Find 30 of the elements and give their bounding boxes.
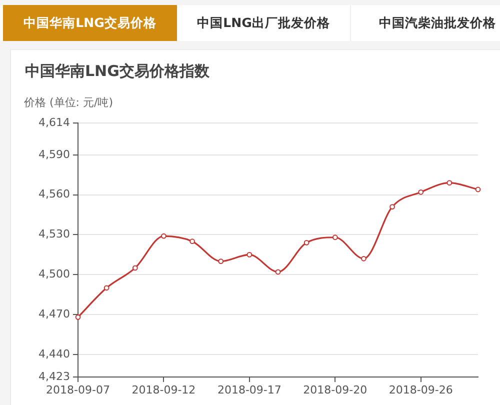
point bbox=[246, 252, 252, 258]
y-tick-label: 4,440 bbox=[38, 347, 70, 360]
point bbox=[446, 180, 452, 186]
y-axis-title: 价格 (单位: 元/吨) bbox=[24, 95, 113, 110]
x-tick-label: 2018-09-12 bbox=[132, 383, 196, 396]
y-tick-label: 4,590 bbox=[38, 148, 70, 161]
point bbox=[390, 204, 395, 210]
y-tick-label: 4,530 bbox=[38, 228, 70, 241]
point bbox=[475, 186, 481, 192]
x-tick-label: 2018-09-07 bbox=[46, 383, 110, 396]
y-tick-label: 4,423 bbox=[38, 370, 70, 383]
point bbox=[132, 265, 138, 271]
point bbox=[275, 269, 281, 275]
y-tick-label: 4,560 bbox=[38, 188, 70, 201]
x-tick-label: 2018-09-26 bbox=[388, 383, 453, 396]
y-tick-label: 4,614 bbox=[38, 116, 70, 129]
x-tick-label: 2018-09-17 bbox=[217, 383, 282, 396]
point bbox=[218, 258, 224, 264]
point bbox=[190, 238, 195, 244]
point bbox=[75, 314, 81, 320]
point bbox=[104, 285, 110, 291]
point bbox=[418, 189, 424, 195]
point bbox=[304, 240, 310, 246]
chart-title: 中国华南LNG交易价格指数 bbox=[25, 62, 210, 81]
point bbox=[161, 233, 166, 239]
x-tick-label: 2018-09-20 bbox=[303, 383, 368, 396]
y-tick-label: 4,500 bbox=[38, 267, 70, 280]
y-tick-label: 4,470 bbox=[38, 307, 70, 320]
point bbox=[361, 256, 366, 262]
point bbox=[332, 234, 338, 240]
